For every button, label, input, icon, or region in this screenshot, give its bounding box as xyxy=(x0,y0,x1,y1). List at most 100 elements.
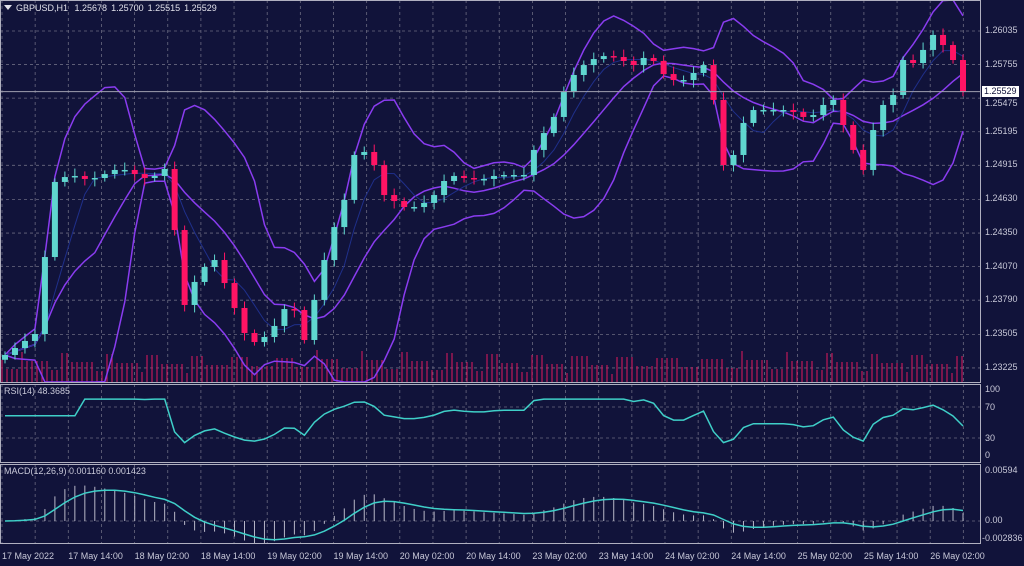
candle-bear xyxy=(790,110,797,113)
candle-bull xyxy=(281,309,288,326)
pane-frame xyxy=(0,464,981,544)
candle-bull xyxy=(640,57,647,66)
candle-bear xyxy=(391,195,398,202)
candle-bull xyxy=(820,104,827,116)
candle-bull xyxy=(11,348,18,355)
candle-bear xyxy=(620,57,627,61)
time-tick: 17 May 14:00 xyxy=(68,551,123,561)
pane-frame xyxy=(0,0,981,383)
current-price-label: 1.25529 xyxy=(982,86,1019,97)
candle-bear xyxy=(710,65,717,100)
candle-bear xyxy=(950,45,957,61)
candle-bull xyxy=(680,80,687,82)
candle-bull xyxy=(700,65,707,73)
candle-bull xyxy=(730,154,737,166)
price-tick: 1.23505 xyxy=(985,328,1018,339)
candle-bull xyxy=(500,175,507,177)
time-tick: 18 May 02:00 xyxy=(134,551,190,561)
candle-bull xyxy=(421,202,428,208)
candle-bull xyxy=(830,99,837,105)
ohlc-high: 1.25700 xyxy=(111,3,144,13)
macd-tick: -0.002836 xyxy=(982,533,1023,543)
time-tick: 17 May 2022 xyxy=(2,551,55,561)
candle-bear xyxy=(371,151,378,166)
candle-bull xyxy=(520,175,527,177)
candle-bull xyxy=(481,178,487,181)
rsi-tick: 70 xyxy=(985,402,996,412)
candle-bull xyxy=(121,169,128,172)
candle-bear xyxy=(231,283,238,308)
candle-bear xyxy=(181,230,188,305)
ohlc-close: 1.25529 xyxy=(184,3,217,13)
candle-bull xyxy=(151,175,158,179)
candle-bull xyxy=(920,49,927,64)
candle-bull xyxy=(530,149,537,176)
candle-bull xyxy=(261,336,268,343)
price-tick: 1.24350 xyxy=(985,227,1018,238)
time-tick: 20 May 14:00 xyxy=(466,551,521,561)
candle-bear xyxy=(650,57,657,61)
candle-bear xyxy=(630,60,637,66)
price-tick: 1.25475 xyxy=(985,98,1018,108)
candle-bear xyxy=(221,260,228,284)
macd-tick: 0.00594 xyxy=(985,465,1018,475)
candle-bull xyxy=(690,72,697,81)
candle-bull xyxy=(890,95,897,105)
price-tick: 1.25195 xyxy=(985,125,1018,136)
candle-bull xyxy=(750,110,757,123)
price-tick: 1.25755 xyxy=(985,58,1018,69)
moving-average xyxy=(4,50,964,356)
candle-bull xyxy=(41,257,48,334)
candle-bull xyxy=(900,60,907,96)
price-tick: 1.24070 xyxy=(985,260,1018,271)
ohlc-open: 1.25678 xyxy=(74,3,108,13)
candle-bull xyxy=(2,354,8,360)
pane-frames xyxy=(0,0,981,544)
candle-bull xyxy=(91,178,98,180)
dropdown-triangle-icon[interactable] xyxy=(4,5,12,10)
ohlc-low: 1.25515 xyxy=(147,3,181,13)
time-tick: 20 May 02:00 xyxy=(399,551,455,561)
candle-bear xyxy=(251,333,258,343)
candle-bull xyxy=(570,75,577,93)
symbol-label: GBPUSD,H1 xyxy=(16,3,69,13)
candle-bear xyxy=(660,60,667,75)
candle-bull xyxy=(560,92,567,117)
time-tick: 18 May 14:00 xyxy=(200,551,256,561)
candle-bear xyxy=(960,60,966,92)
candle-bear xyxy=(241,307,248,334)
candle-bear xyxy=(800,112,807,117)
price-tick: 1.23790 xyxy=(985,294,1018,305)
candle-bull xyxy=(361,151,368,155)
price-tick: 1.24915 xyxy=(985,159,1018,170)
time-tick: 24 May 14:00 xyxy=(731,551,786,561)
rsi-tick: 100 xyxy=(985,384,1001,394)
macd-tick: 0.00 xyxy=(985,515,1003,525)
candle-bull xyxy=(211,260,218,267)
time-tick: 23 May 14:00 xyxy=(598,551,654,561)
candle-bull xyxy=(490,175,497,179)
candle-bull xyxy=(341,199,348,228)
rsi-tick: 30 xyxy=(985,433,996,443)
candle-bear xyxy=(860,149,867,170)
candle-bear xyxy=(471,178,478,180)
candles xyxy=(0,28,980,364)
candle-bear xyxy=(940,34,947,46)
candle-bull xyxy=(441,181,448,196)
candle-bear xyxy=(670,74,677,81)
candle-bear xyxy=(131,169,138,175)
candle-bull xyxy=(21,340,28,349)
price-tick: 1.26035 xyxy=(985,25,1018,35)
candle-bull xyxy=(930,34,937,50)
rsi-label: RSI(14) 48.3685 xyxy=(4,386,71,396)
candle-bull xyxy=(201,266,208,282)
candle-bear xyxy=(720,99,727,166)
candle-bull xyxy=(740,122,747,155)
candle-bull xyxy=(550,116,557,134)
candle-bull xyxy=(880,104,887,131)
candle-bear xyxy=(81,175,88,179)
rsi-line xyxy=(5,398,964,444)
candle-bull xyxy=(71,175,78,178)
time-tick: 25 May 02:00 xyxy=(797,551,853,561)
price-tick: 1.23225 xyxy=(985,361,1018,372)
